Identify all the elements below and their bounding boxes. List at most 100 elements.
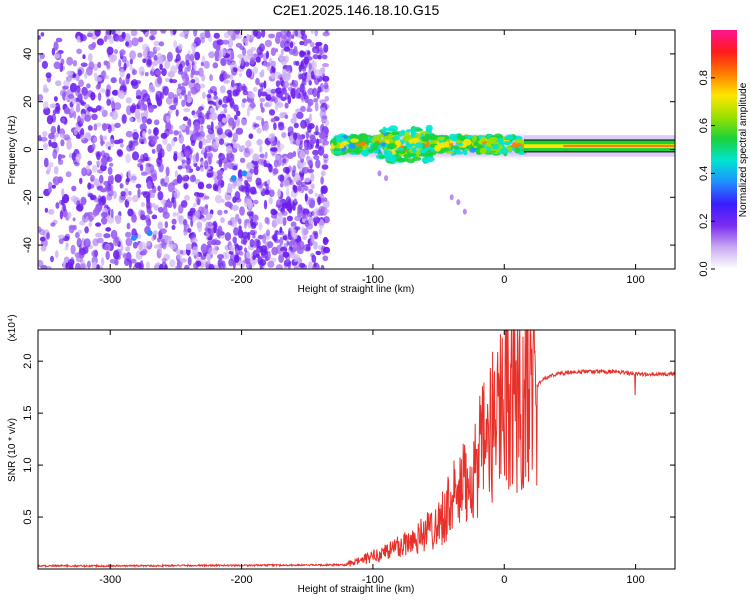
heatmap-cell (218, 185, 222, 194)
heatmap-cell (224, 232, 232, 241)
heatmap-cell (41, 60, 49, 69)
heatmap-cell (270, 118, 276, 123)
heatmap-cell (195, 166, 201, 172)
heatmap-cell (71, 152, 76, 161)
heatmap-cell (311, 59, 315, 69)
heatmap-cell (321, 164, 329, 170)
heatmap-cell (238, 72, 243, 78)
heatmap-cell (312, 149, 319, 156)
heatmap-cell (137, 233, 142, 239)
heatmap-cell (236, 245, 243, 251)
heatmap-cell (148, 128, 152, 135)
heatmap-cell (185, 243, 192, 251)
heatmap-cell (293, 255, 298, 263)
x-tick-label: -200 (231, 574, 253, 586)
heatmap-cell (219, 85, 226, 94)
heatmap-cell (490, 141, 500, 145)
heatmap-cell (169, 259, 176, 268)
heatmap-cell (412, 156, 422, 161)
heatmap-cell (397, 150, 407, 154)
heatmap-cell (115, 214, 122, 225)
heatmap-cell (93, 63, 99, 72)
heatmap-cell (469, 147, 477, 153)
heatmap-cell (317, 196, 322, 206)
heatmap-cell (70, 106, 74, 114)
heatmap-cell (175, 109, 179, 117)
heatmap-cell (245, 41, 249, 46)
heatmap-cell (153, 204, 159, 211)
heatmap-cell (308, 216, 314, 226)
heatmap-cell (59, 210, 64, 220)
heatmap-cell (350, 138, 359, 143)
heatmap-cell (308, 100, 312, 109)
heatmap-cell (176, 89, 182, 94)
heatmap-cell (226, 145, 233, 154)
heatmap-cell (87, 211, 94, 217)
heatmap-cell (241, 57, 245, 67)
heatmap-cell (178, 43, 183, 51)
heatmap-cell (204, 204, 209, 210)
heatmap-cell (40, 245, 47, 252)
heatmap-cell (210, 112, 218, 121)
heatmap-cell (256, 46, 263, 56)
snr-series-line (38, 330, 675, 569)
heatmap-cell (253, 165, 259, 176)
heatmap-cell (161, 68, 167, 77)
heatmap-cell (489, 137, 499, 142)
heatmap-cell (172, 212, 178, 217)
heatmap-cell (208, 51, 216, 59)
heatmap-cell (270, 88, 277, 94)
heatmap-cell (287, 33, 293, 39)
heatmap-cell (217, 209, 223, 216)
heatmap-cell (173, 130, 179, 136)
heatmap-cell (157, 221, 163, 230)
heatmap-cell (108, 175, 112, 182)
y-tick-label: 1.5 (22, 405, 34, 420)
heatmap-cell (480, 136, 486, 142)
heatmap-cell (87, 160, 93, 166)
heatmap-cell (280, 55, 288, 66)
heatmap-cell (53, 166, 59, 175)
heatmap-cell (297, 134, 303, 140)
heatmap-cell (292, 140, 297, 145)
heatmap-cell (72, 60, 78, 67)
heatmap-cell (39, 228, 45, 236)
heatmap-cell (179, 258, 187, 263)
heatmap-signal-band (329, 124, 528, 215)
heatmap-cell (264, 151, 268, 159)
colorbar-gradient (711, 30, 737, 269)
heatmap-cell (120, 191, 126, 197)
spectrogram-x-axis-label: Height of straight line (km) (298, 284, 415, 295)
heatmap-cell (256, 139, 263, 146)
heatmap-cell (189, 53, 195, 62)
heatmap-cell (177, 69, 184, 75)
heatmap-cell (223, 107, 228, 114)
heatmap-cell (141, 116, 148, 124)
heatmap-cell (52, 109, 57, 115)
heatmap-cell (245, 219, 251, 224)
heatmap-cell (208, 263, 215, 269)
heatmap-cell (38, 259, 44, 268)
heatmap-cell (323, 199, 330, 209)
heatmap-cell (54, 250, 59, 259)
heatmap-cell (84, 226, 89, 234)
heatmap-cell (167, 182, 175, 192)
heatmap-cell (263, 181, 267, 187)
heatmap-cell (268, 196, 273, 205)
heatmap-cell (249, 168, 255, 174)
heatmap-cell (187, 228, 192, 233)
heatmap-cell (193, 82, 201, 93)
heatmap-cell (142, 58, 147, 64)
heatmap-cell (321, 54, 328, 60)
heatmap-cell (316, 138, 320, 149)
heatmap-cell (129, 173, 137, 184)
heatmap-cell (164, 175, 170, 185)
heatmap-cell (151, 173, 158, 182)
heatmap-cell (272, 168, 279, 175)
heatmap-cell (255, 77, 260, 86)
heatmap-cell (132, 69, 138, 75)
heatmap-cell (323, 197, 328, 202)
heatmap-cell (516, 143, 522, 147)
heatmap-cell (255, 177, 262, 186)
